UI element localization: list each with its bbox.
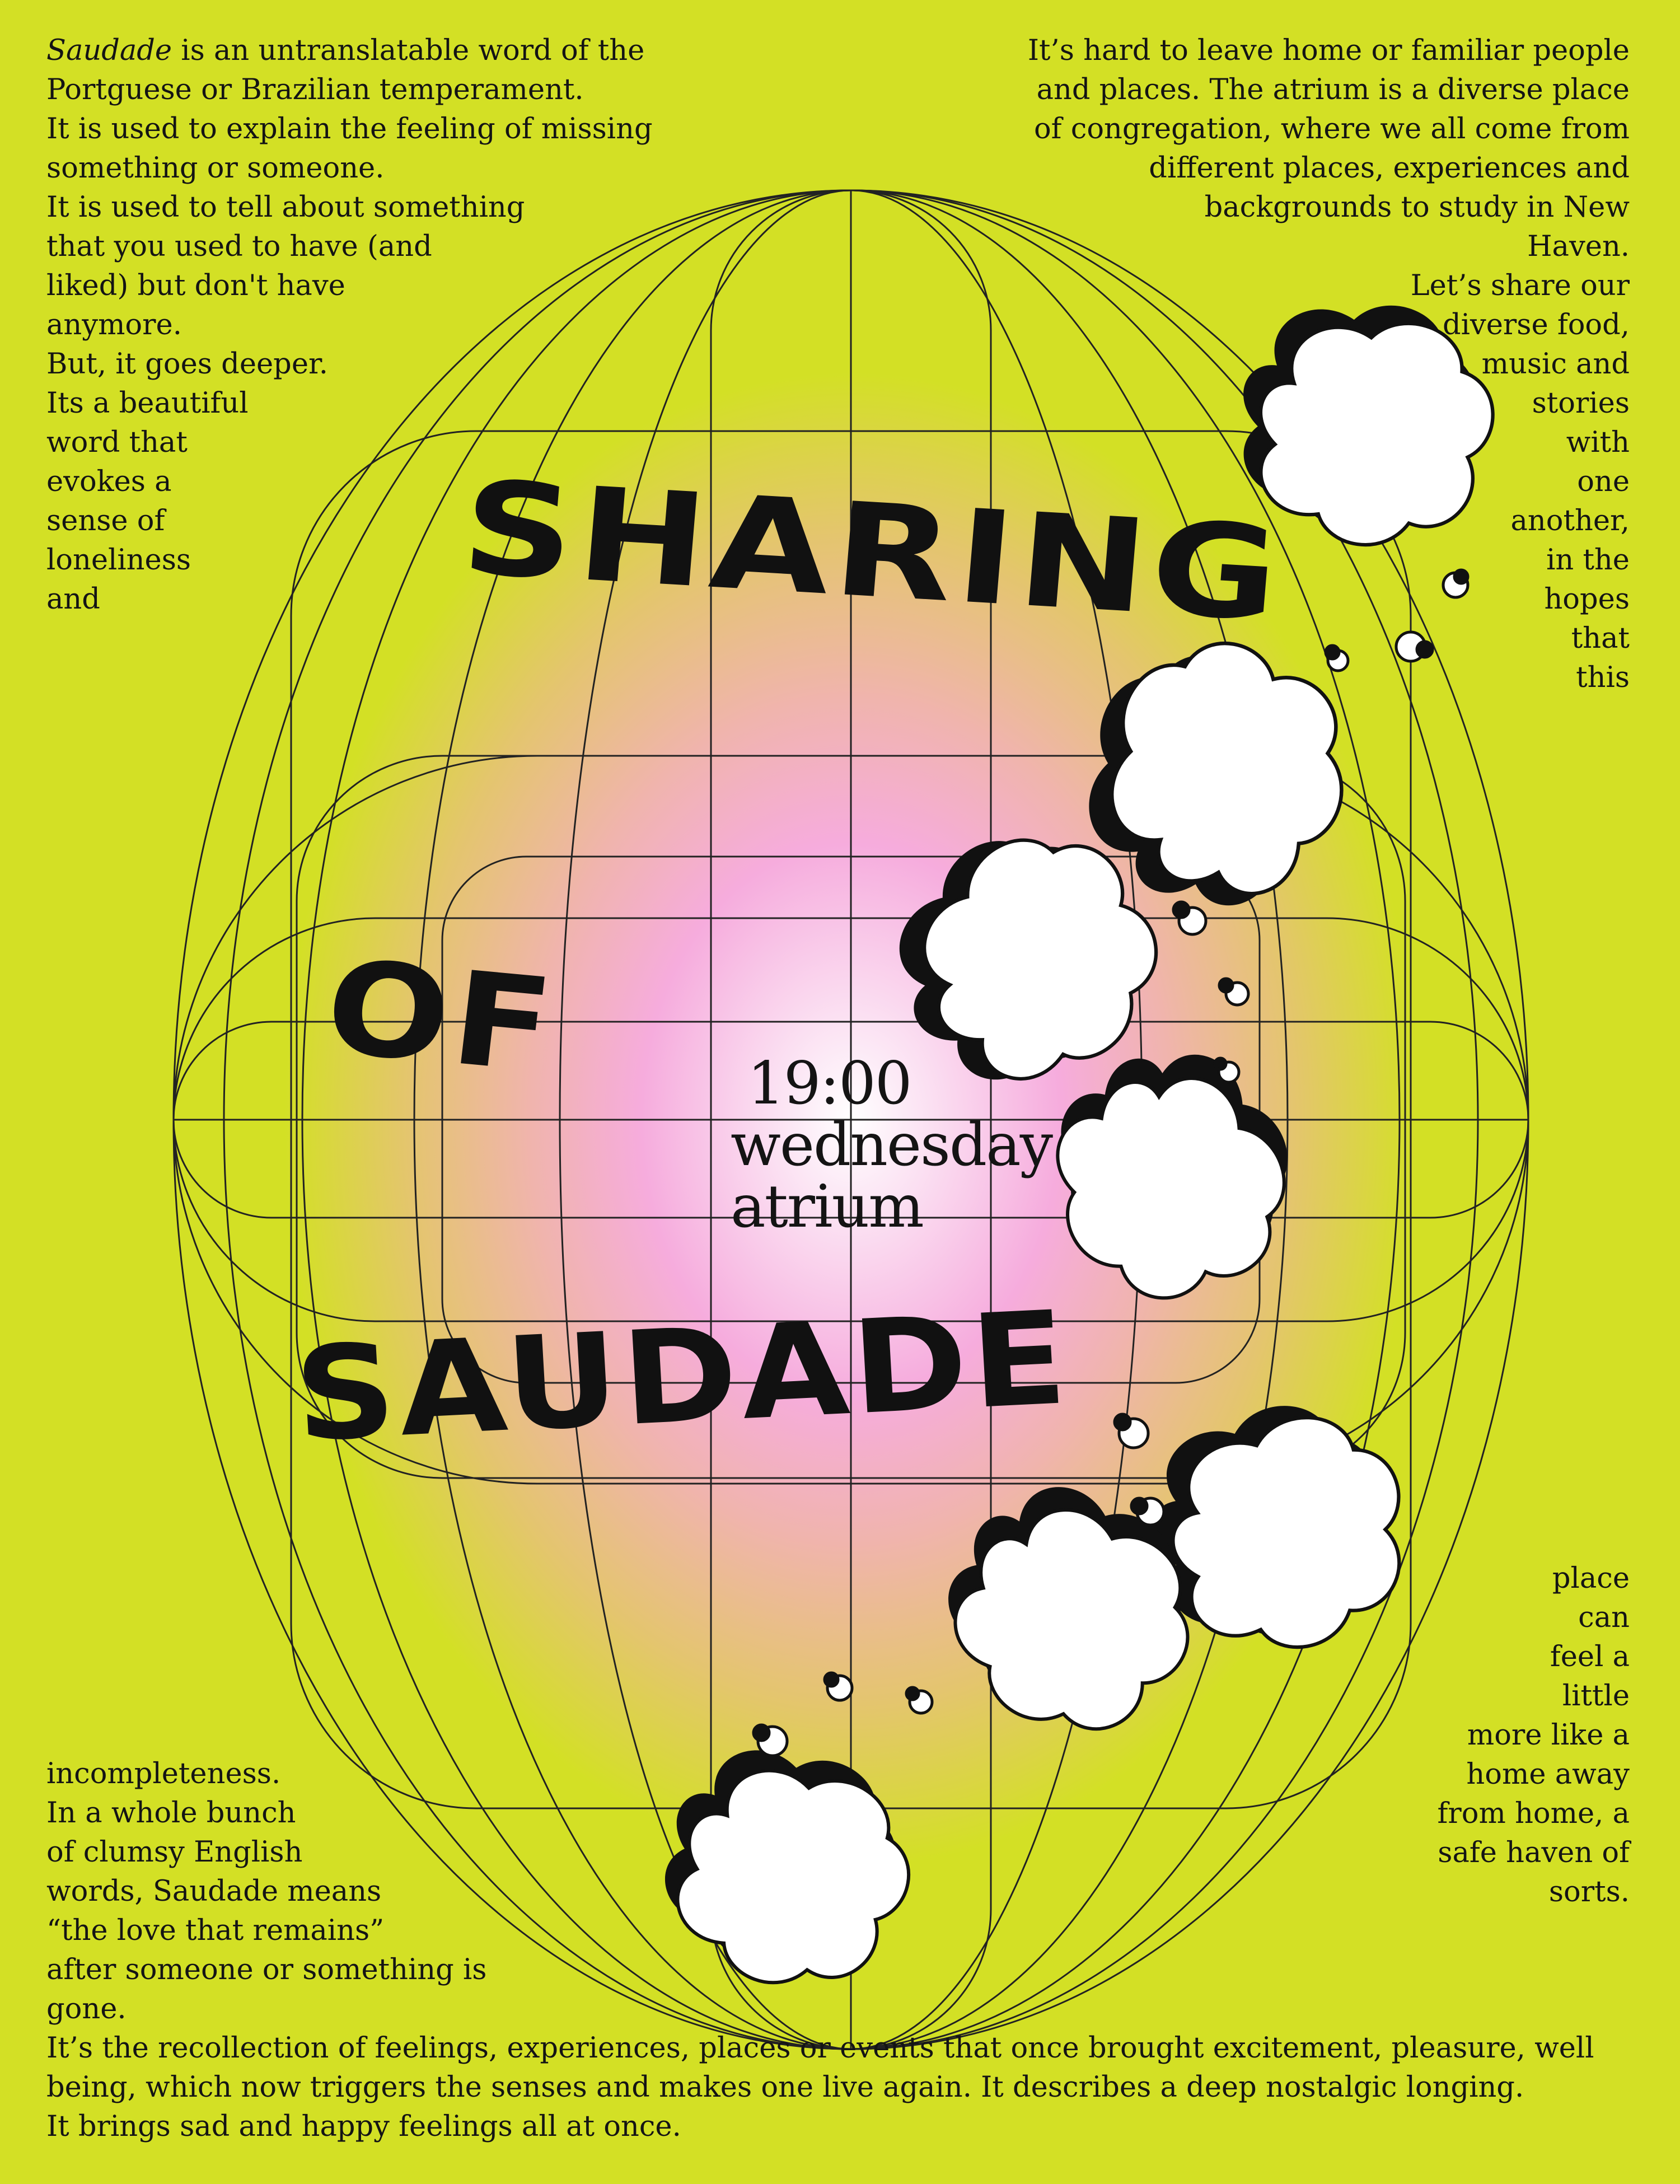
intro-left-line-text: that you used to have (and [46,230,432,263]
outro-line: gone. [46,1993,127,2026]
intro-left-line: But, it goes deeper. [46,345,653,384]
continue-right-line: sorts. [1548,1876,1630,1909]
outro-line: In a whole bunch [46,1797,296,1830]
title-of: OF [318,932,564,1102]
intro-left-line: evokes a [46,462,653,502]
intro-left-line-text: It is used to explain the feeling of mis… [46,113,653,146]
event-day: wednesday [731,1111,1053,1179]
continue-right-line: can [1578,1601,1630,1634]
globe-band [296,755,1406,1479]
intro-left-line-text: anymore. [46,308,182,342]
continued-text-right: place can feel a little more like a home away… [1438,1559,1630,1912]
outro-line: incompleteness. [46,1757,281,1790]
closing-text: incompleteness. In a whole bunch of clumsy… [46,1755,1594,2146]
intro-text-right: It’s hard to leave home or familiar peop… [1028,31,1630,698]
intro-right-line: that [1571,622,1630,655]
intro-left-line-text: sense of [46,504,165,537]
intro-left-line: that you used to have (and [46,227,653,266]
outro-line: It’s the recollection of feelings, exper… [46,2032,1594,2065]
intro-left-line: sense of [46,502,653,541]
continue-right-line: safe haven of [1438,1836,1630,1869]
intro-left-line-text: Portguese or Brazilian temperament. [46,73,584,106]
continue-right-line: home away [1466,1758,1630,1791]
intro-right-line: Let’s share our [1410,269,1630,302]
outro-line: being, which now triggers the senses and… [46,2071,1524,2104]
continue-right-line: feel a [1550,1640,1630,1673]
continue-right-line: place [1552,1562,1630,1595]
intro-right-line: with [1566,426,1630,459]
intro-right-line: diverse food, [1442,308,1630,342]
intro-left-line-text: and [46,583,100,616]
intro-left-line: anymore. [46,306,653,345]
continue-right-line: little [1562,1680,1630,1713]
intro-left-line-text: But, it goes deeper. [46,348,329,381]
outro-line: after someone or something is [46,1953,487,1986]
intro-left-line-text: evokes a [46,465,172,498]
intro-left-line: something or someone. [46,149,653,188]
intro-right-line: backgrounds to study in New [1204,191,1630,224]
intro-left-line: word that [46,423,653,462]
intro-left-line-text: word that [46,426,188,459]
outro-line: It brings sad and happy feelings all at … [46,2110,681,2143]
intro-right-line: hopes [1544,583,1630,616]
continue-right-line: from home, a [1437,1797,1630,1830]
intro-left-line-text: liked) but don't have [46,269,345,302]
intro-left-line: loneliness [46,541,653,580]
intro-right-line: Haven. [1527,230,1630,263]
intro-left-line: liked) but don't have [46,266,653,306]
intro-left-line: and [46,580,653,619]
outro-line: “the love that remains” [46,1914,385,1947]
intro-left-line: Its a beautiful [46,384,653,423]
intro-right-line: and places. The atrium is a diverse plac… [1036,73,1630,106]
outro-line: of clumsy English [46,1836,303,1869]
event-place: atrium [731,1172,924,1241]
intro-right-line: one [1577,465,1630,498]
intro-right-line: It’s hard to leave home or familiar peop… [1027,34,1630,67]
intro-left-line-text: It is used to tell about something [46,191,525,224]
emphasized-word: Saudade [46,34,172,67]
intro-right-line: in the [1546,544,1630,577]
intro-right-line: stories [1532,387,1630,420]
intro-right-line: of congregation, where we all come from [1033,113,1630,146]
intro-left-line-text: Its a beautiful [46,387,249,420]
event-time: 19:00 [747,1049,912,1117]
intro-left-line: It is used to explain the feeling of mis… [46,110,653,149]
outro-line: words, Saudade means [46,1875,382,1908]
intro-right-line: music and [1481,348,1630,381]
intro-right-line: this [1576,661,1630,694]
intro-left-line-text: something or someone. [46,152,385,185]
intro-right-line: another, [1510,504,1630,537]
intro-left-line: It is used to tell about something [46,188,653,227]
intro-left-line-text: loneliness [46,544,191,577]
intro-left-line-text: is an untranslatable word of the [172,34,645,67]
intro-left-line: Portguese or Brazilian temperament. [46,71,653,110]
intro-right-line: different places, experiences and [1149,152,1630,185]
event-details: 19:00 wednesday atrium [731,1049,1053,1241]
continue-right-line: more like a [1467,1719,1630,1752]
intro-left-line: Saudade is an untranslatable word of the [46,31,653,71]
intro-text-left: Saudade is an untranslatable word of the… [46,31,653,619]
